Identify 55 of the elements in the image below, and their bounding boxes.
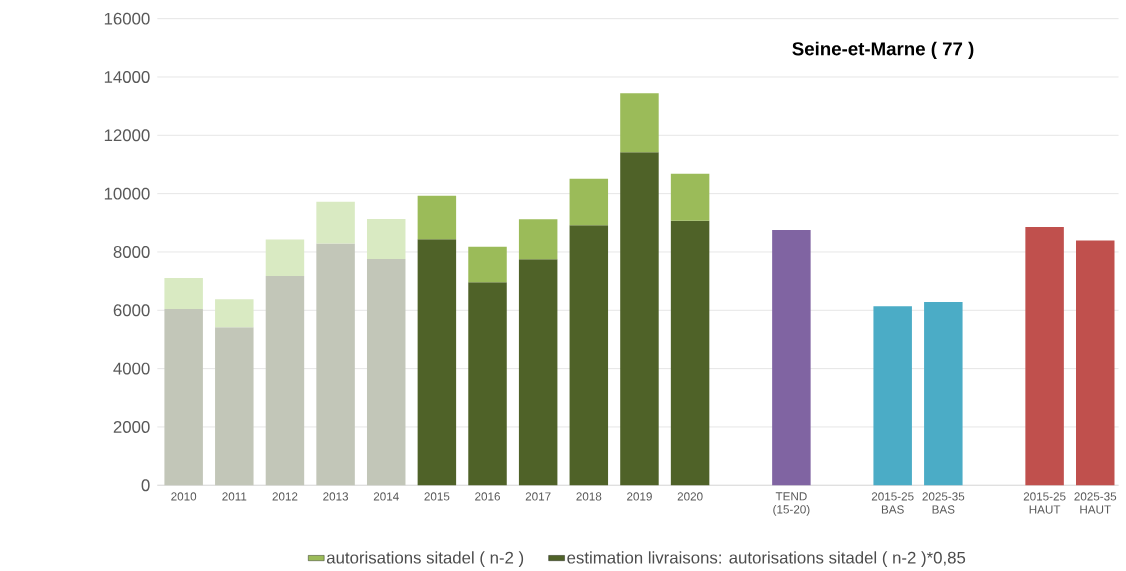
x-tick-label: 2010 — [171, 492, 197, 501]
x-tick-label: 2016 — [475, 492, 500, 501]
y-tick-label: 2000 — [113, 420, 150, 433]
bar — [670, 220, 710, 486]
x-tick-label: 2017 — [525, 492, 551, 501]
bar — [468, 282, 507, 486]
bar — [873, 306, 912, 486]
bar — [1076, 240, 1115, 486]
bar — [569, 225, 609, 486]
bar — [468, 246, 507, 283]
y-tick-label: 0 — [141, 479, 150, 492]
bar — [215, 327, 254, 486]
x-tick-label: 2020 — [677, 492, 703, 501]
bar — [924, 302, 963, 486]
bar — [417, 195, 457, 240]
bar — [366, 258, 406, 486]
x-tick-label: 2015-25 BAS — [871, 492, 914, 514]
bar — [164, 277, 203, 310]
y-tick-label: 8000 — [113, 245, 150, 258]
bar — [670, 173, 710, 221]
bar — [164, 309, 203, 486]
bar — [265, 275, 305, 486]
x-tick-label: 2014 — [373, 492, 399, 501]
bar — [215, 299, 254, 328]
x-tick-label: 2015-25 HAUT — [1023, 492, 1066, 514]
y-tick-label: 14000 — [104, 70, 150, 83]
bar — [1025, 226, 1064, 486]
x-tick-label: 2013 — [323, 492, 349, 501]
bar — [772, 230, 811, 486]
x-tick-label: 2011 — [222, 492, 247, 501]
y-tick-label: 4000 — [113, 362, 150, 375]
bar — [569, 178, 609, 226]
y-tick-label: 16000 — [104, 12, 150, 25]
x-tick-label: 2015 — [424, 492, 450, 501]
bar — [366, 218, 406, 259]
legend-label: estimation livraisons: autorisations sitadel ( n-2 )*0,85 — [567, 551, 966, 567]
bar — [316, 201, 355, 244]
legend-label: autorisations sitadel ( n-2 ) — [326, 551, 524, 567]
bar — [620, 93, 659, 153]
x-tick-label: 2025-35 HAUT — [1074, 492, 1117, 514]
x-tick-label: 2012 — [272, 492, 298, 501]
text: Seine-et-Marne ( 77 ) — [792, 41, 974, 60]
x-tick-label: TEND (15-20) — [773, 492, 810, 516]
x-tick-label: 2018 — [576, 492, 602, 501]
y-tick-label: 6000 — [113, 304, 150, 317]
bar — [265, 239, 305, 276]
x-tick-label: 2019 — [627, 492, 652, 501]
bar — [316, 243, 355, 486]
bar — [518, 219, 558, 260]
bar — [417, 239, 457, 486]
y-tick-label: 12000 — [104, 129, 150, 142]
x-tick-label: 2025-35 BAS — [922, 492, 965, 514]
y-tick-label: 10000 — [104, 187, 150, 200]
bar — [518, 259, 558, 486]
bar — [620, 152, 659, 486]
